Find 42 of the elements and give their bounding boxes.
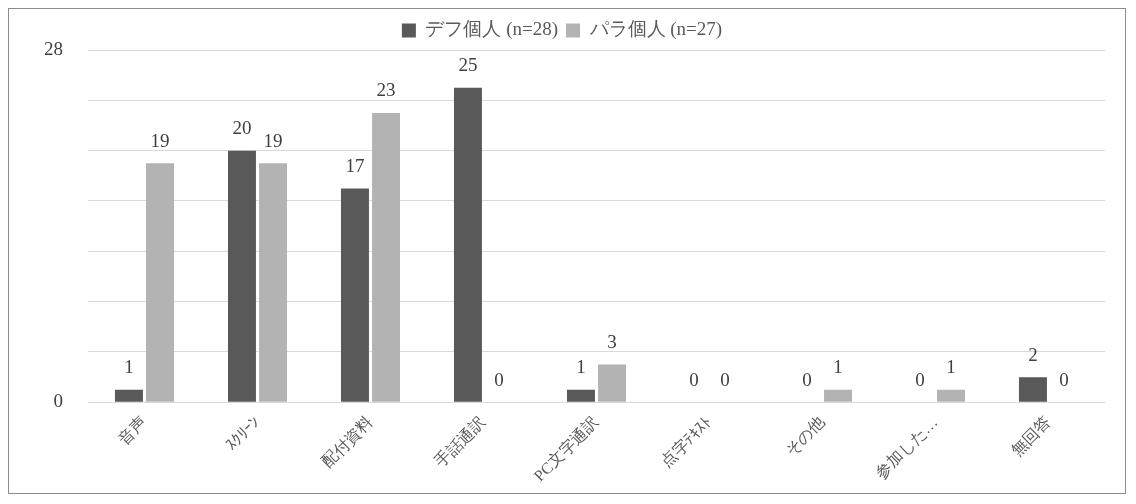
data-label: 1 [576, 356, 586, 378]
bar [453, 87, 482, 402]
x-tick-label: その他 [781, 413, 828, 460]
data-label: 19 [263, 129, 283, 151]
bar [1018, 377, 1047, 402]
data-label: 0 [1059, 368, 1069, 390]
bar [566, 389, 595, 402]
x-tick-label: 無回答 [1007, 413, 1054, 460]
x-tick-label: 手話通訳 [431, 413, 489, 471]
data-label: 17 [345, 154, 365, 176]
data-label: 23 [376, 79, 396, 101]
x-tick-label: ｽｸﾘｰﾝ [222, 413, 263, 454]
y-tick-label: 28 [44, 37, 63, 59]
data-label: 1 [833, 356, 843, 378]
data-label: 2 [1028, 343, 1038, 365]
data-label: 3 [607, 331, 617, 353]
x-tick-label: PC文字通訳 [530, 413, 602, 485]
legend-label: パラ個人 (n=27) [588, 18, 723, 41]
bar [227, 150, 256, 402]
bar [340, 188, 369, 402]
x-tick-label: 配付資料 [318, 413, 376, 471]
data-label: 0 [494, 368, 504, 390]
bar [259, 163, 288, 402]
bar [114, 389, 143, 402]
x-tick-label: 点字ﾃｷｽﾄ [657, 413, 715, 471]
data-label: 19 [150, 129, 170, 151]
data-label: 1 [124, 356, 134, 378]
x-tick-label: 音声 [114, 413, 150, 448]
bar [146, 163, 175, 402]
bar [824, 389, 853, 402]
data-label: 0 [689, 368, 699, 390]
legend-label: デフ個人 (n=28) [425, 18, 559, 41]
data-label: 25 [458, 54, 478, 76]
bar [372, 112, 401, 402]
data-label: 20 [232, 117, 252, 139]
data-label: 0 [915, 368, 925, 390]
bar [598, 364, 627, 402]
bar [937, 389, 966, 402]
data-label: 1 [946, 356, 956, 378]
x-tick-label: 参加した… [872, 413, 941, 482]
data-label: 0 [720, 368, 730, 390]
data-label: 0 [802, 368, 812, 390]
